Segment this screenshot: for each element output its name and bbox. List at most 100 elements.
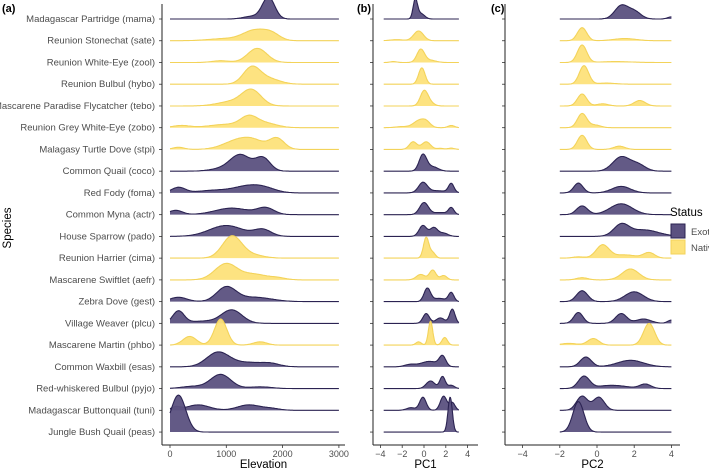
species-label: Zebra Dove (gest) [78, 297, 155, 308]
density-area [559, 203, 672, 215]
density-line [169, 285, 339, 303]
species-label: Madagascar Partridge (mama) [26, 14, 155, 25]
density-line [170, 153, 339, 172]
species-label: House Sparrow (pado) [59, 231, 155, 242]
density-area [170, 286, 339, 302]
density-area [170, 137, 339, 150]
legend-label-exotic: Exotic [691, 227, 709, 238]
species-label: Village Weaver (plcu) [65, 318, 155, 329]
density-line [383, 118, 460, 129]
density-area [383, 288, 459, 302]
density-line [559, 311, 672, 324]
species-label: Reunion Stonechat (sate) [47, 36, 155, 47]
density-line [383, 308, 460, 324]
density-line [169, 136, 339, 150]
density-line [383, 201, 460, 216]
density-line [559, 356, 672, 368]
density-line [383, 67, 459, 85]
x-tick-label: 0 [167, 449, 172, 459]
density-area [170, 207, 339, 215]
species-label: Malagasy Turtle Dove (stpi) [39, 144, 155, 155]
density-line [383, 48, 459, 64]
legend: Status Exotic Native [670, 207, 709, 255]
density-area [559, 113, 672, 128]
species-label: Madagascar Buttonquail (tuni) [28, 405, 155, 416]
density-line [383, 181, 460, 194]
x-axis-title: PC1 [414, 459, 436, 470]
density-area [383, 225, 459, 237]
x-tick-label: −4 [375, 449, 385, 459]
density-area [170, 351, 339, 367]
density-line [559, 290, 672, 303]
density-area [559, 65, 672, 85]
density-line [559, 222, 672, 237]
species-label: Reunion Harrier (cima) [59, 253, 155, 264]
density-area [170, 319, 339, 346]
density-line [383, 354, 459, 368]
density-area [559, 357, 672, 367]
density-line [559, 401, 672, 433]
density-area [170, 0, 339, 19]
density-line [169, 394, 339, 433]
density-line [383, 30, 459, 42]
density-area [559, 376, 672, 389]
density-area [559, 323, 672, 346]
x-tick-label: 0 [421, 449, 426, 459]
density-line [559, 112, 672, 129]
density-area [383, 309, 459, 324]
species-label: Reunion Grey White-Eye (zobo) [20, 123, 155, 134]
density-line [169, 224, 339, 237]
density-line [383, 224, 459, 237]
x-tick-label: 2 [632, 449, 637, 459]
density-line [170, 47, 339, 64]
density-line [383, 320, 459, 346]
species-label: Mascarene Swiftlet (aefr) [49, 275, 155, 286]
density-line [170, 351, 339, 368]
density-area [170, 48, 339, 63]
x-tick-label: 4 [669, 449, 674, 459]
density-line [559, 27, 672, 42]
x-axis-title: PC2 [581, 459, 603, 470]
density-line [169, 114, 339, 129]
density-area [383, 376, 459, 389]
density-line [170, 28, 339, 42]
legend-label-native: Native [691, 243, 709, 254]
density-area [383, 397, 459, 433]
density-line [170, 88, 339, 107]
density-line [169, 404, 339, 411]
species-label: Red Fody (foma) [84, 188, 155, 199]
density-line [559, 155, 672, 172]
density-line [383, 287, 460, 303]
density-area [170, 404, 339, 411]
species-label: Jungle Bush Quail (peas) [48, 427, 155, 438]
density-line [559, 93, 672, 107]
density-area [559, 27, 672, 41]
density-line [169, 309, 339, 324]
density-line [383, 236, 459, 259]
panel-tag: (c) [491, 3, 505, 15]
density-area [559, 135, 672, 150]
density-area [170, 184, 339, 193]
x-tick-label: 2000 [273, 449, 293, 459]
legend-swatch-exotic [670, 223, 686, 239]
panel-1: (a) 0 1000 2000 3000 Elevation [2, 0, 349, 470]
density-area [170, 115, 339, 128]
density-line [559, 322, 672, 346]
species-label: Common Waxbill (esas) [55, 362, 155, 373]
density-line [383, 89, 459, 107]
density-line [559, 65, 672, 85]
density-area [170, 235, 339, 259]
density-line [383, 153, 459, 172]
legend-swatch-native [670, 239, 686, 255]
density-area [170, 66, 339, 85]
density-line [559, 4, 672, 20]
density-line [559, 244, 672, 259]
density-area [559, 396, 672, 411]
species-label: Mascarene Martin (phbo) [49, 340, 155, 351]
x-tick-label: 0 [594, 449, 599, 459]
density-line [383, 396, 459, 433]
density-line [170, 262, 339, 281]
x-tick-label: −2 [555, 449, 565, 459]
density-area [559, 223, 672, 237]
density-area [170, 154, 339, 172]
